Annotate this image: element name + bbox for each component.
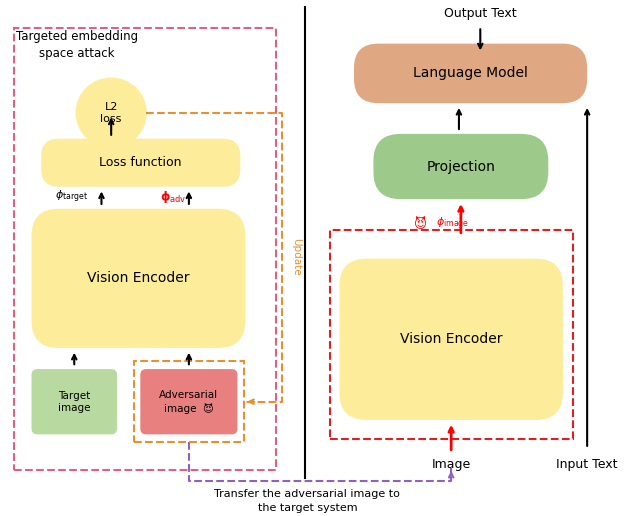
Text: $\phi_{\rm image}$: $\phi_{\rm image}$ xyxy=(436,216,469,232)
Text: Input Text: Input Text xyxy=(557,458,618,471)
Text: Vision Encoder: Vision Encoder xyxy=(400,332,502,346)
Circle shape xyxy=(76,78,146,147)
FancyBboxPatch shape xyxy=(32,209,245,348)
FancyBboxPatch shape xyxy=(32,369,117,434)
FancyBboxPatch shape xyxy=(373,134,548,199)
FancyBboxPatch shape xyxy=(140,369,238,434)
Text: Update: Update xyxy=(291,238,301,276)
Text: Language Model: Language Model xyxy=(413,67,528,80)
Text: Projection: Projection xyxy=(426,159,495,173)
FancyBboxPatch shape xyxy=(41,139,240,187)
FancyBboxPatch shape xyxy=(354,44,587,103)
Text: L2
loss: L2 loss xyxy=(100,102,122,124)
Text: Transfer the adversarial image to
the target system: Transfer the adversarial image to the ta… xyxy=(215,489,401,513)
Text: Output Text: Output Text xyxy=(444,7,517,20)
Text: Targeted embedding
space attack: Targeted embedding space attack xyxy=(16,30,139,60)
Text: Loss function: Loss function xyxy=(99,156,182,169)
Text: Image: Image xyxy=(432,458,470,471)
Text: Adversarial
image  😈: Adversarial image 😈 xyxy=(159,390,218,413)
Text: Vision Encoder: Vision Encoder xyxy=(87,271,190,285)
Text: $\mathbf{\phi_{\rm adv}}$: $\mathbf{\phi_{\rm adv}}$ xyxy=(160,189,186,205)
Text: 😈: 😈 xyxy=(414,218,427,231)
Text: $\phi_{\rm target}$: $\phi_{\rm target}$ xyxy=(55,189,88,205)
FancyBboxPatch shape xyxy=(339,259,563,420)
Text: Target
image: Target image xyxy=(58,391,90,413)
